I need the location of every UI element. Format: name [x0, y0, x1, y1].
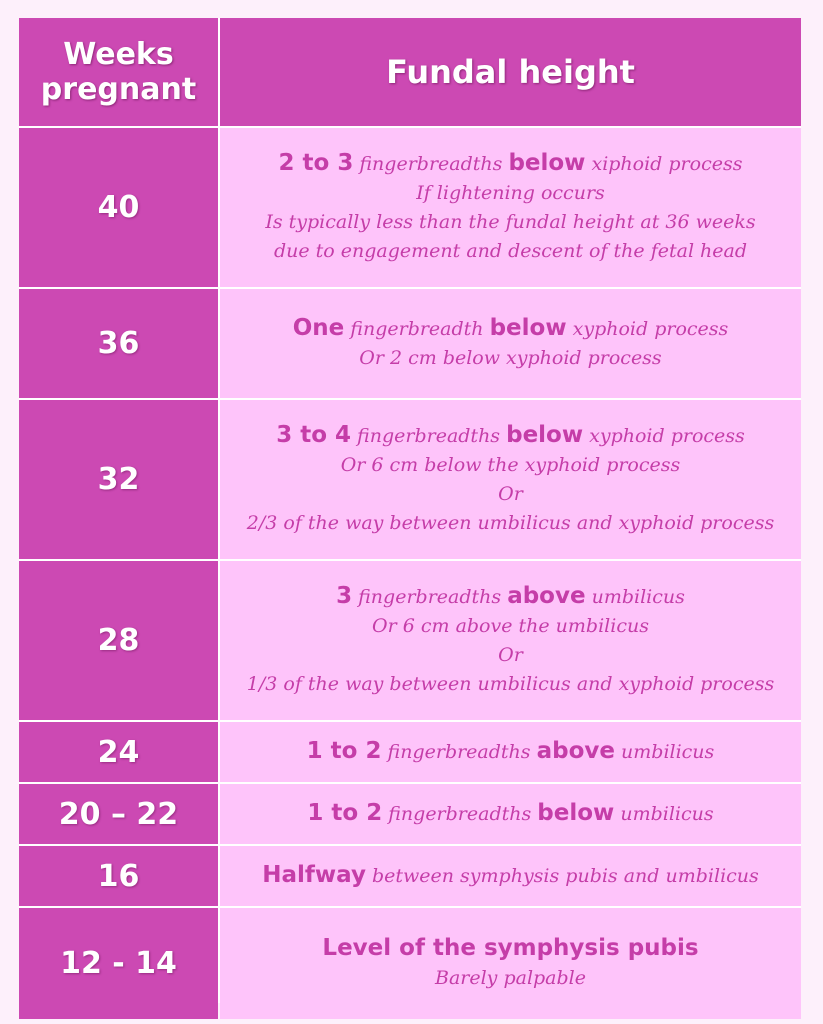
emphasis-text: above: [536, 738, 615, 764]
weeks-cell: 20 – 22: [19, 784, 218, 844]
emphasis-text: above: [507, 583, 586, 609]
detail-text: xiphoid process: [585, 153, 743, 175]
fundal-height-cell: 3 to 4 fingerbreadths below xyphoid proc…: [220, 400, 801, 559]
weeks-cell: 36: [19, 289, 218, 398]
emphasis-text: 3 to 4: [276, 422, 352, 448]
fundal-height-cell: Halfway between symphysis pubis and umbi…: [220, 846, 801, 906]
weeks-cell: 12 - 14: [19, 908, 218, 1019]
description-line: Or: [498, 641, 523, 670]
detail-text: fingerbreadth: [344, 318, 490, 340]
emphasis-text: Level of the symphysis pubis: [322, 935, 699, 961]
description-line: 1/3 of the way between umbilicus and xyp…: [247, 670, 774, 699]
detail-text: xyphoid process: [566, 318, 729, 340]
emphasis-text: below: [537, 800, 615, 826]
description-line: Is typically less than the fundal height…: [265, 208, 755, 237]
description-line: Halfway between symphysis pubis and umbi…: [262, 861, 759, 891]
emphasis-text: One: [292, 315, 345, 341]
description-line: 2 to 3 fingerbreadths below xiphoid proc…: [279, 149, 743, 179]
detail-text: 1/3 of the way between umbilicus and xyp…: [246, 673, 775, 695]
detail-text: xyphoid process: [583, 425, 745, 447]
weeks-cell: 16: [19, 846, 218, 906]
emphasis-text: 1 to 2: [306, 738, 382, 764]
emphasis-text: 1 to 2: [307, 800, 383, 826]
detail-text: fingerbreadths: [353, 153, 509, 175]
description-line: Barely palpable: [435, 964, 586, 993]
detail-text: Is typically less than the fundal height…: [265, 211, 756, 233]
detail-text: Or: [498, 644, 523, 666]
fundal-height-cell: 1 to 2 fingerbreadths above umbilicus: [220, 722, 801, 782]
detail-text: fingerbreadths: [352, 586, 508, 608]
detail-text: Barely palpable: [434, 967, 586, 989]
detail-text: Or 6 cm above the umbilicus: [372, 615, 649, 637]
description-line: One fingerbreadth below xyphoid process: [293, 314, 729, 344]
detail-text: umbilicus: [614, 803, 714, 825]
detail-text: If lightening occurs: [416, 182, 605, 204]
weeks-header-line1: Weeks: [63, 36, 174, 72]
emphasis-text: below: [508, 150, 586, 176]
description-line: Or 6 cm below the xyphoid process: [341, 451, 681, 480]
weeks-cell: 40: [19, 128, 218, 287]
detail-text: fingerbreadths: [351, 425, 507, 447]
description-line: 3 to 4 fingerbreadths below xyphoid proc…: [276, 421, 745, 451]
detail-text: Or 2 cm below xyphoid process: [359, 347, 662, 369]
detail-text: umbilicus: [585, 586, 685, 608]
detail-text: due to engagement and descent of the fet…: [273, 240, 748, 262]
emphasis-text: 2 to 3: [278, 150, 354, 176]
detail-text: Or: [498, 483, 523, 505]
fundal-height-cell: One fingerbreadth below xyphoid process O…: [220, 289, 801, 398]
emphasis-text: 3: [336, 583, 353, 609]
description-line: Or 6 cm above the umbilicus: [372, 612, 649, 641]
description-line: 1 to 2 fingerbreadths below umbilicus: [307, 799, 713, 829]
fundal-height-cell: 1 to 2 fingerbreadths below umbilicus: [220, 784, 801, 844]
description-line: Or: [498, 480, 523, 509]
description-line: 2/3 of the way between umbilicus and xyp…: [247, 509, 774, 538]
description-line: due to engagement and descent of the fet…: [274, 237, 747, 266]
weeks-pregnant-header: Weeks pregnant: [19, 18, 218, 126]
description-line: Or 2 cm below xyphoid process: [359, 344, 661, 373]
weeks-header-line2: pregnant: [40, 72, 197, 107]
fundal-height-cell: 3 fingerbreadths above umbilicus Or 6 cm …: [220, 561, 801, 720]
fundal-height-header: Fundal height: [220, 18, 801, 126]
emphasis-text: below: [489, 315, 567, 341]
description-line: If lightening occurs: [416, 179, 605, 208]
weeks-cell: 28: [19, 561, 218, 720]
weeks-cell: 24: [19, 722, 218, 782]
detail-text: Or 6 cm below the xyphoid process: [340, 454, 681, 476]
description-line: Level of the symphysis pubis: [322, 934, 698, 964]
emphasis-text: Halfway: [262, 862, 366, 888]
detail-text: fingerbreadths: [382, 803, 538, 825]
description-line: 3 fingerbreadths above umbilicus: [336, 582, 685, 612]
detail-text: fingerbreadths: [381, 741, 537, 763]
description-line: 1 to 2 fingerbreadths above umbilicus: [307, 737, 715, 767]
fundal-height-cell: 2 to 3 fingerbreadths below xiphoid proc…: [220, 128, 801, 287]
fundal-height-table: Weeks pregnant Fundal height 40 2 to 3 fi…: [19, 18, 801, 1019]
emphasis-text: below: [506, 422, 584, 448]
detail-text: between symphysis pubis and umbilicus: [365, 865, 759, 887]
detail-text: umbilicus: [614, 741, 715, 763]
weeks-cell: 32: [19, 400, 218, 559]
detail-text: 2/3 of the way between umbilicus and xyp…: [246, 512, 775, 534]
fundal-height-cell: Level of the symphysis pubis Barely palpa…: [220, 908, 801, 1019]
